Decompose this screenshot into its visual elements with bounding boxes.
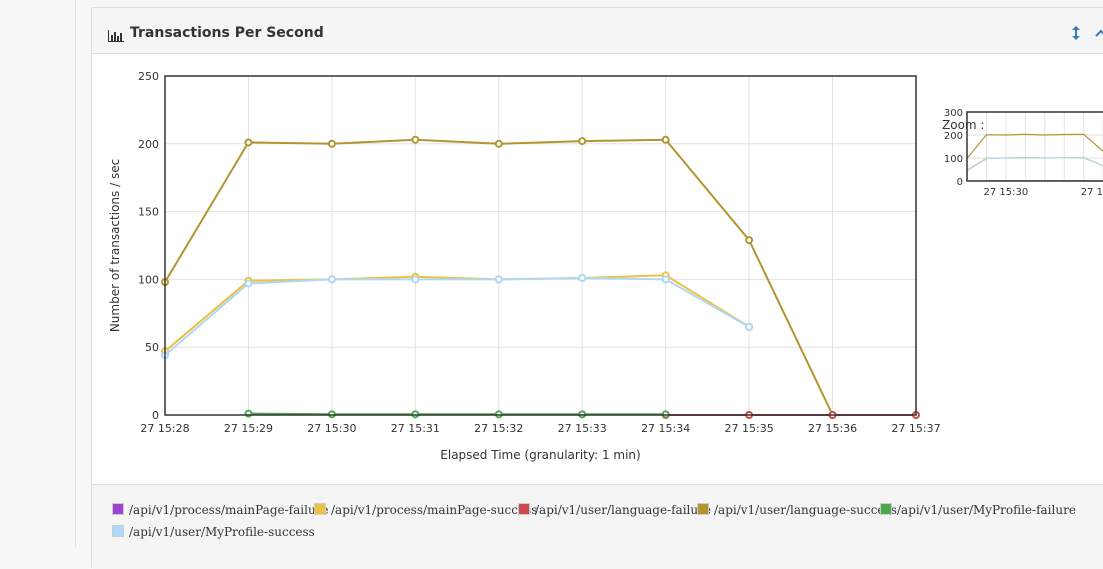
- data-point: [496, 276, 502, 282]
- panel-title: Transactions Per Second: [130, 25, 324, 41]
- plot-border: [165, 76, 916, 415]
- y-tick-label: 150: [138, 206, 159, 219]
- data-point: [329, 141, 335, 147]
- legend-item-language-success[interactable]: /api/v1/user/language-success: [697, 503, 897, 519]
- y-axis-label: Number of transactions / sec: [108, 159, 122, 332]
- legend-swatch: [880, 503, 892, 515]
- data-point: [579, 138, 585, 144]
- legend-item-mainpage-failure[interactable]: /api/v1/process/mainPage-failure: [112, 503, 329, 519]
- data-point: [579, 275, 585, 281]
- x-tick-label: 27 15:28: [140, 422, 189, 435]
- x-tick-label: 27 15:31: [391, 422, 440, 435]
- chart-area: 0 50 100 150 200 250 27 15:28 27 15:29 27 15:30 2…: [92, 54, 1103, 484]
- data-point: [663, 137, 669, 143]
- series-line: [967, 158, 1103, 171]
- legend-swatch: [314, 503, 326, 515]
- zoom-overview-chart[interactable]: 0 100 200 300 27 15:30 27 15:35: [942, 102, 1103, 212]
- panel-heading: Transactions Per Second: [92, 8, 1103, 54]
- data-point: [746, 324, 752, 330]
- x-axis-label: Elapsed Time (granularity: 1 min): [440, 448, 640, 462]
- y-tick-label: 0: [152, 409, 159, 422]
- x-tick-label: 27 15:32: [474, 422, 523, 435]
- data-point: [412, 276, 418, 282]
- y-tick-label: 0: [957, 177, 963, 188]
- x-tick-label: 27 15:30: [984, 187, 1029, 198]
- series-line: [165, 275, 749, 351]
- legend-label: /api/v1/process/mainPage-success: [331, 503, 537, 517]
- chart-legend: /api/v1/process/mainPage-failure /api/v1…: [92, 484, 1103, 569]
- x-tick-label: 27 15:34: [641, 422, 690, 435]
- y-tick-label: 300: [944, 108, 963, 119]
- data-point: [245, 139, 251, 145]
- plot-border: [967, 112, 1103, 181]
- legend-swatch: [518, 503, 530, 515]
- data-point: [663, 276, 669, 282]
- data-point: [412, 137, 418, 143]
- x-tick-label: 27 15:36: [808, 422, 857, 435]
- y-tick-label: 100: [138, 273, 159, 286]
- legend-swatch: [697, 503, 709, 515]
- x-tick-label: 27 15:35: [725, 422, 774, 435]
- data-point: [245, 280, 251, 286]
- x-tick-label: 27 15:33: [558, 422, 607, 435]
- series-line: [165, 278, 749, 355]
- x-tick-label: 27 15:37: [891, 422, 940, 435]
- y-tick-label: 200: [944, 131, 963, 142]
- y-tick-label: 250: [138, 70, 159, 83]
- series-line: [248, 414, 665, 415]
- y-tick-label: 50: [145, 341, 159, 354]
- expand-arrows-icon[interactable]: [1071, 25, 1081, 44]
- data-point: [329, 276, 335, 282]
- legend-label: /api/v1/user/MyProfile-success: [129, 525, 315, 539]
- data-point: [746, 237, 752, 243]
- chevron-icon[interactable]: [1095, 25, 1103, 44]
- data-point: [496, 141, 502, 147]
- legend-label: /api/v1/user/language-failure: [535, 503, 711, 517]
- legend-label: /api/v1/process/mainPage-failure: [129, 503, 329, 517]
- legend-swatch: [112, 503, 124, 515]
- legend-item-language-failure[interactable]: /api/v1/user/language-failure: [518, 503, 711, 519]
- legend-label: /api/v1/user/language-success: [714, 503, 897, 517]
- left-sidebar: [0, 0, 76, 548]
- legend-swatch: [112, 525, 124, 537]
- y-tick-label: 200: [138, 138, 159, 151]
- main-chart: 0 50 100 150 200 250 27 15:28 27 15:29 27 15:30 2…: [92, 54, 952, 484]
- legend-item-mainpage-success[interactable]: /api/v1/process/mainPage-success: [314, 503, 537, 519]
- bar-chart-icon: [108, 27, 124, 46]
- legend-item-myprofile-failure[interactable]: /api/v1/user/MyProfile-failure: [880, 503, 1076, 519]
- x-tick-label: 27 15:30: [307, 422, 356, 435]
- y-tick-label: 100: [944, 154, 963, 165]
- x-tick-label: 27 15:29: [224, 422, 273, 435]
- legend-label: /api/v1/user/MyProfile-failure: [897, 503, 1076, 517]
- legend-item-myprofile-success[interactable]: /api/v1/user/MyProfile-success: [112, 525, 315, 541]
- tps-panel: Transactions Per Second 0 50 100 150 200 250 2…: [91, 7, 1103, 569]
- x-tick-label: 27 15:35: [1081, 187, 1103, 198]
